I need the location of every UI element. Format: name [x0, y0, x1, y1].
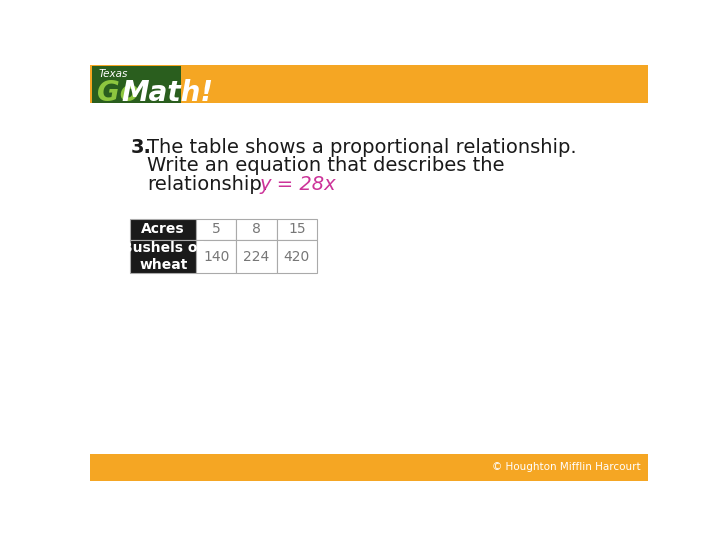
FancyBboxPatch shape	[196, 219, 236, 240]
Text: Acres: Acres	[141, 222, 185, 236]
Text: Bushels of
wheat: Bushels of wheat	[122, 241, 204, 272]
Text: y = 28x: y = 28x	[260, 175, 336, 194]
FancyBboxPatch shape	[92, 66, 181, 103]
FancyBboxPatch shape	[236, 219, 276, 240]
Text: 224: 224	[243, 249, 270, 264]
Text: 140: 140	[203, 249, 230, 264]
Text: Go: Go	[97, 78, 139, 106]
FancyBboxPatch shape	[90, 454, 648, 481]
Text: 420: 420	[284, 249, 310, 264]
Text: 3.: 3.	[130, 138, 151, 157]
Text: 8: 8	[252, 222, 261, 236]
FancyBboxPatch shape	[90, 65, 648, 103]
Text: Texas: Texas	[99, 69, 128, 79]
Text: Write an equation that describes the: Write an equation that describes the	[148, 157, 505, 176]
Text: © Houghton Mifflin Harcourt: © Houghton Mifflin Harcourt	[492, 462, 640, 472]
Text: 15: 15	[288, 222, 306, 236]
FancyBboxPatch shape	[276, 240, 317, 273]
FancyBboxPatch shape	[276, 219, 317, 240]
FancyBboxPatch shape	[130, 219, 196, 240]
FancyBboxPatch shape	[236, 240, 276, 273]
FancyBboxPatch shape	[130, 240, 196, 273]
FancyBboxPatch shape	[196, 240, 236, 273]
Text: relationship.: relationship.	[148, 175, 269, 194]
Text: The table shows a proportional relationship.: The table shows a proportional relations…	[148, 138, 577, 157]
Text: 5: 5	[212, 222, 221, 236]
Text: Math!: Math!	[121, 78, 213, 106]
